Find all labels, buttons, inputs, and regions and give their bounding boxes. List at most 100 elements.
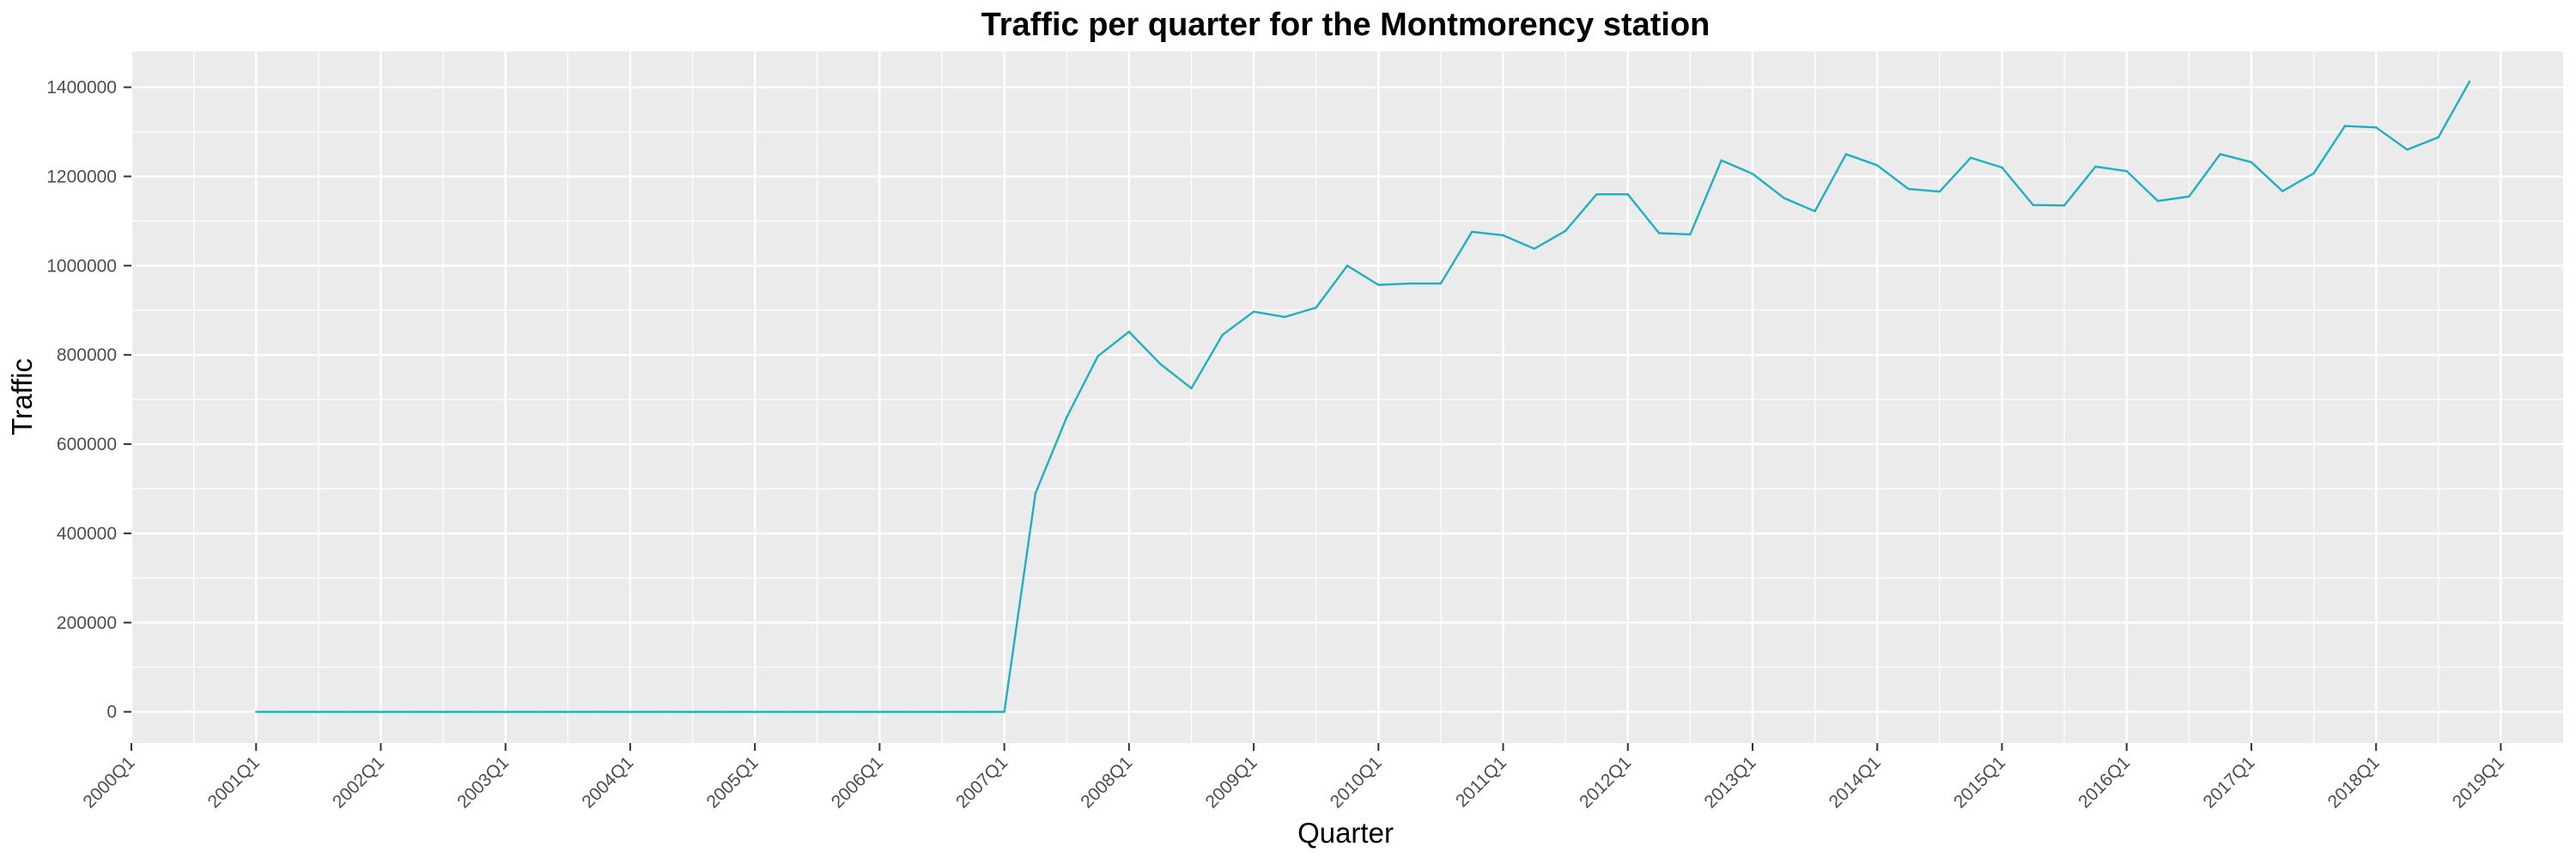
- data-point: [847, 710, 850, 713]
- data-point: [1595, 192, 1598, 196]
- x-tick-label: 2015Q1: [1950, 752, 2009, 812]
- data-point: [1003, 710, 1005, 713]
- y-axis-title: Traffic: [6, 358, 38, 436]
- x-tick-label: 2001Q1: [204, 752, 264, 812]
- y-tick-label: 1200000: [46, 167, 117, 186]
- data-point: [1938, 190, 1941, 193]
- data-point: [2281, 190, 2284, 192]
- data-point: [878, 710, 881, 713]
- data-point: [1439, 282, 1443, 285]
- data-point: [816, 710, 818, 713]
- x-tick-label: 2006Q1: [828, 752, 887, 812]
- y-tick-label: 400000: [57, 524, 117, 544]
- data-point: [1377, 283, 1380, 286]
- data-point: [2032, 204, 2034, 206]
- y-axis: 0 200000 400000 600000 800000 1000000 1200000 1…: [46, 78, 131, 722]
- data-point: [1907, 187, 1910, 191]
- data-point: [1346, 265, 1349, 267]
- data-point: [1876, 164, 1879, 167]
- data-point: [1315, 306, 1317, 309]
- x-tick-label: 2013Q1: [1700, 752, 1759, 812]
- data-point: [1221, 333, 1224, 336]
- data-point: [1066, 416, 1068, 419]
- data-point: [691, 710, 694, 713]
- data-point: [1284, 315, 1286, 319]
- data-point: [2063, 204, 2066, 207]
- x-tick-label: 2010Q1: [1327, 752, 1386, 812]
- x-tick-label: 2005Q1: [703, 752, 762, 812]
- data-point: [1533, 247, 1536, 250]
- data-point: [348, 710, 351, 713]
- y-tick-label: 1000000: [46, 256, 117, 276]
- x-tick-label: 2004Q1: [578, 752, 637, 812]
- data-point: [286, 710, 289, 713]
- data-point: [1720, 159, 1722, 161]
- data-point: [1097, 355, 1099, 357]
- y-tick-label: 800000: [57, 345, 117, 365]
- data-point: [1783, 197, 1785, 199]
- data-point: [1127, 330, 1131, 333]
- x-tick-label: 2000Q1: [79, 752, 138, 812]
- y-tick-label: 0: [106, 703, 117, 722]
- x-tick-label: 2007Q1: [952, 752, 1012, 812]
- data-point: [1751, 173, 1754, 175]
- data-point: [972, 710, 975, 713]
- data-point: [473, 710, 476, 713]
- y-tick-label: 200000: [57, 613, 117, 633]
- data-point: [940, 710, 944, 713]
- data-point: [1034, 491, 1037, 495]
- data-point: [380, 710, 382, 713]
- data-point: [1158, 362, 1162, 365]
- data-point: [1190, 387, 1193, 390]
- data-point: [660, 710, 663, 713]
- data-point: [2219, 153, 2221, 155]
- x-tick-label: 2008Q1: [1077, 752, 1136, 812]
- data-point: [410, 710, 413, 713]
- data-point: [2188, 195, 2190, 198]
- x-tick-label: 2014Q1: [1826, 752, 1885, 812]
- data-point: [2156, 199, 2160, 203]
- y-tick-label: 1400000: [46, 78, 117, 98]
- data-point: [441, 710, 445, 713]
- data-point: [2250, 161, 2253, 163]
- data-point: [1471, 230, 1473, 234]
- chart-title: Traffic per quarter for the Montmorency …: [981, 7, 1710, 43]
- data-point: [785, 710, 787, 713]
- data-point: [2343, 125, 2347, 127]
- data-point: [1408, 282, 1411, 285]
- data-point: [1969, 156, 1972, 159]
- x-tick-label: 2009Q1: [1202, 752, 1261, 812]
- data-point: [629, 710, 632, 713]
- data-point: [317, 710, 320, 713]
- data-point: [909, 710, 912, 713]
- x-tick-label: 2011Q1: [1452, 752, 1510, 811]
- data-point: [1657, 232, 1661, 235]
- minor-gridlines: [131, 52, 2563, 743]
- x-tick-label: 2017Q1: [2199, 752, 2258, 812]
- y-tick-label: 600000: [57, 435, 117, 454]
- x-tick-label: 2018Q1: [2324, 752, 2384, 812]
- data-point: [504, 710, 507, 713]
- x-axis-title: Quarter: [1297, 817, 1394, 849]
- data-point: [2125, 169, 2128, 173]
- data-point: [722, 710, 726, 713]
- data-point: [1564, 229, 1567, 232]
- data-point: [2374, 126, 2378, 129]
- data-point: [2094, 165, 2097, 168]
- plot-panel: [131, 52, 2563, 743]
- data-point: [1252, 310, 1255, 313]
- data-point: [2001, 166, 2003, 169]
- x-tick-label: 2003Q1: [453, 752, 513, 812]
- series-line: [256, 81, 2471, 713]
- data-point: [1689, 233, 1692, 236]
- x-tick-label: 2019Q1: [2449, 752, 2508, 812]
- data-point: [1502, 234, 1504, 237]
- data-point: [2468, 80, 2471, 82]
- data-point: [2406, 149, 2409, 151]
- data-point: [1844, 153, 1848, 155]
- data-point: [598, 710, 600, 713]
- data-point: [2312, 172, 2315, 174]
- data-point: [1626, 192, 1629, 196]
- data-point: [2437, 136, 2439, 138]
